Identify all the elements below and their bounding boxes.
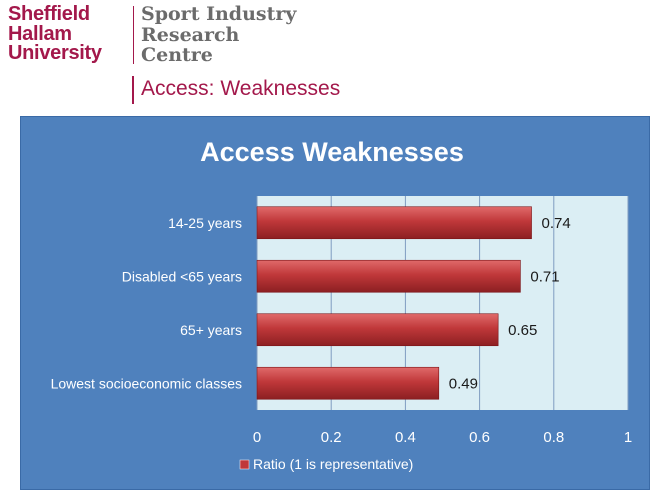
bar-chart: Access Weaknesses 0.74 0.71 0.65 0.49 14-25… (51, 137, 633, 472)
legend-label: Ratio (1 is representative) (253, 456, 413, 472)
centre-name-line-1: Sport Industry (141, 3, 297, 25)
bar (256, 313, 499, 347)
chart-panel: Access Weaknesses 0.74 0.71 0.65 0.49 14-25… (20, 116, 650, 490)
centre-name: Sport Industry Research Centre (141, 4, 296, 66)
x-tick-label: 0.4 (395, 429, 416, 446)
legend: Ratio (1 is representative) (239, 456, 413, 472)
university-name-line-2: Hallam (8, 22, 72, 45)
bar (256, 206, 532, 240)
centre-name-line-2: Research (141, 23, 240, 46)
slide-title: Access: Weaknesses (141, 77, 341, 100)
category-label: Disabled <65 years (122, 268, 242, 284)
category-label: 65+ years (180, 322, 242, 338)
x-tick-label: 0 (253, 429, 261, 446)
x-tick-label: 0.8 (543, 429, 564, 446)
university-name-line-3: University (8, 42, 102, 64)
centre-name-line-3: Centre (141, 44, 213, 66)
x-tick-label: 0.2 (321, 429, 342, 446)
category-label: Lowest socioeconomic classes (51, 375, 242, 391)
legend-swatch (239, 459, 250, 470)
university-name-line-1: Sheffield (8, 3, 90, 25)
data-label: 0.71 (530, 268, 559, 285)
chart-title: Access Weaknesses (200, 137, 464, 167)
data-label: 0.49 (449, 375, 478, 392)
data-label: 0.74 (542, 215, 571, 232)
data-label: 0.65 (508, 322, 537, 339)
logo-divider (133, 6, 134, 64)
bar (256, 366, 440, 400)
bar (256, 259, 521, 293)
x-tick-label: 0.6 (469, 429, 490, 446)
category-label: 14-25 years (168, 215, 242, 231)
slide-title-divider (132, 76, 134, 104)
university-logo: Sheffield Hallam University (8, 3, 102, 64)
x-tick-label: 1 (624, 429, 632, 446)
